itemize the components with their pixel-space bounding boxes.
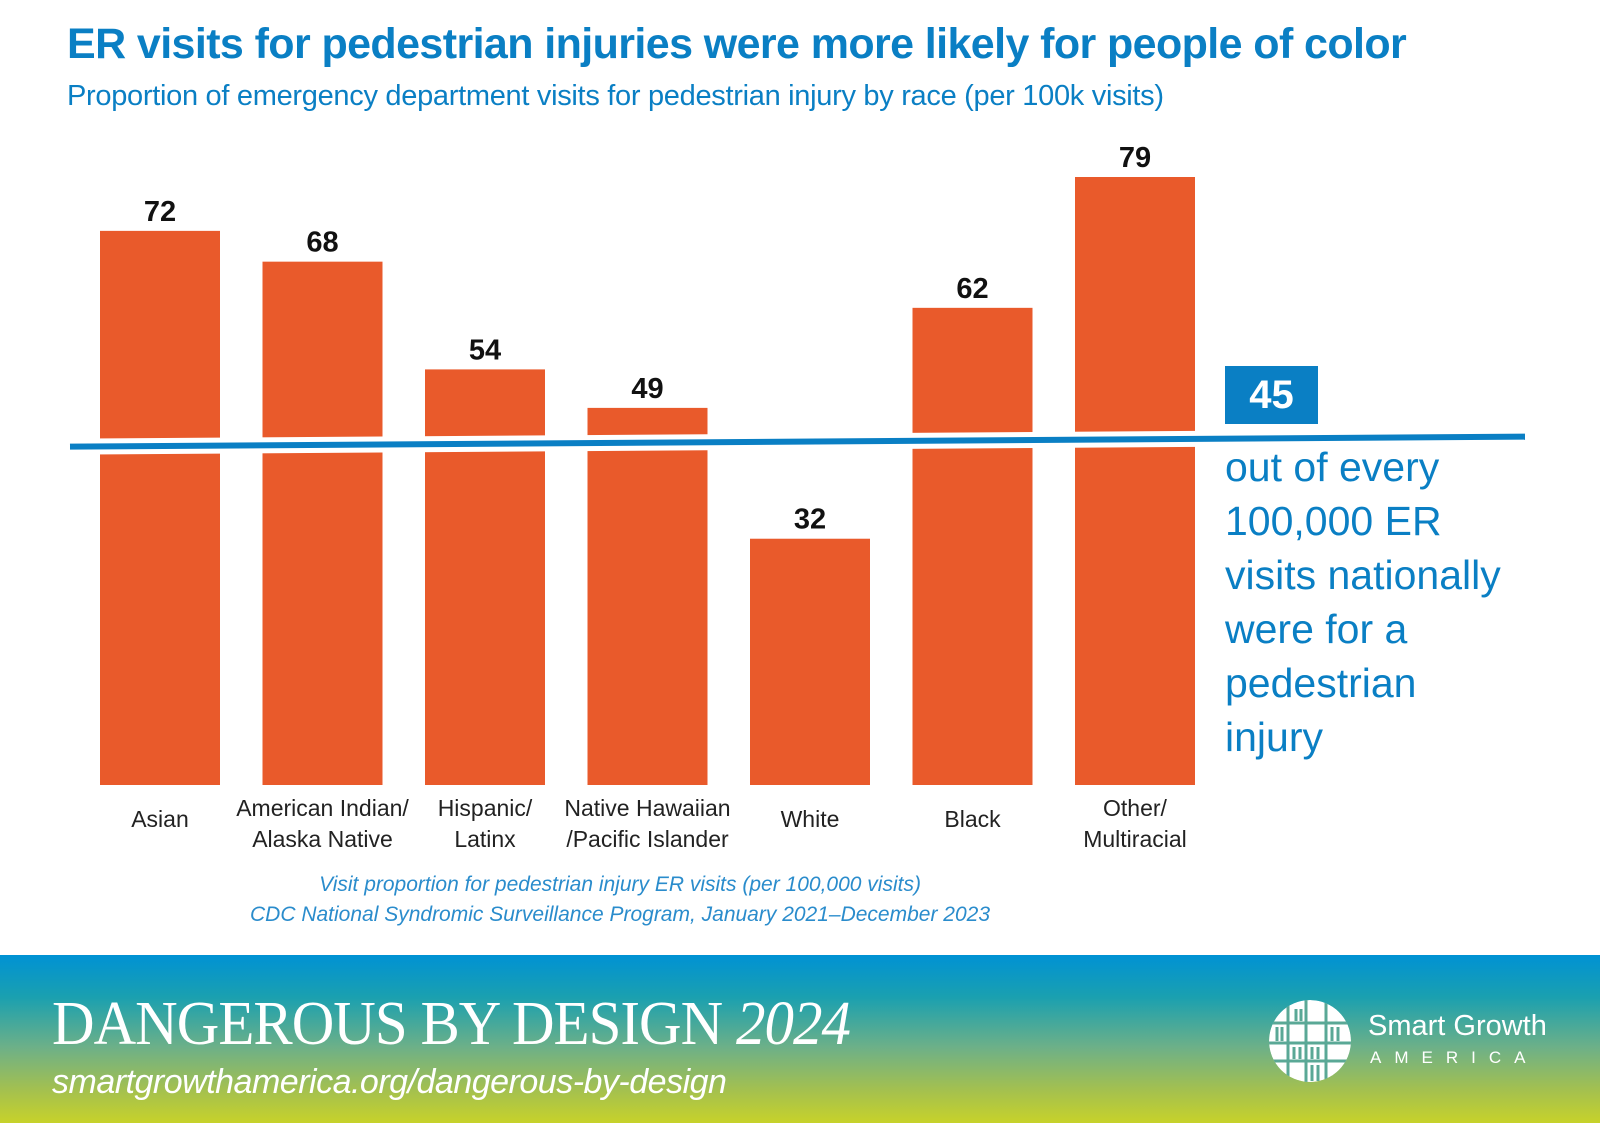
- category-label: American Indian/Alaska Native: [236, 795, 409, 852]
- national-average-annotation: out of every 100,000 ER visits nationall…: [1225, 440, 1600, 764]
- bar-2: [425, 369, 545, 785]
- chart-source-note: Visit proportion for pedestrian injury E…: [0, 870, 1240, 930]
- value-label: 49: [631, 373, 663, 405]
- report-title-main: DANGEROUS BY DESIGN: [52, 990, 723, 1058]
- logo-subtitle: AMERICA: [1370, 1048, 1539, 1067]
- annotation-line: pedestrian: [1225, 660, 1417, 706]
- category-label: Asian: [131, 806, 189, 832]
- value-label: 32: [794, 504, 826, 536]
- category-label: Native Hawaiian/Pacific Islander: [564, 795, 730, 852]
- report-url-link[interactable]: smartgrowthamerica.org/dangerous-by-desi…: [52, 1063, 727, 1101]
- source-line-1: Visit proportion for pedestrian injury E…: [319, 873, 921, 896]
- smart-growth-america-logo-icon: [1269, 1000, 1351, 1082]
- report-title-year: 2024: [736, 990, 851, 1058]
- annotation-line: 100,000 ER: [1225, 498, 1442, 544]
- bar-6: [1075, 177, 1195, 785]
- chart-title: ER visits for pedestrian injuries were m…: [67, 20, 1407, 68]
- value-label: 72: [144, 196, 176, 228]
- national-average-line: [69, 433, 1526, 450]
- bar-4: [750, 538, 870, 785]
- bars-group: 72 68 54 49 32 62 79: [100, 142, 1195, 786]
- bar-chart: 72 68 54 49 32 62 79 Asian American Indian/Alas…: [69, 142, 1526, 852]
- category-label: Hispanic/Latinx: [438, 795, 533, 852]
- category-label: Black: [944, 806, 1001, 832]
- bar-5: [912, 307, 1033, 785]
- source-line-2: CDC National Syndromic Surveillance Prog…: [249, 903, 991, 926]
- national-average-badge: 45: [1225, 366, 1318, 424]
- value-label: 79: [1119, 142, 1151, 174]
- value-label: 54: [469, 334, 501, 366]
- category-labels-group: Asian American Indian/Alaska Native Hispan…: [131, 795, 1187, 852]
- value-label: 62: [956, 273, 988, 305]
- bar-3: [587, 407, 708, 785]
- logo-name: Smart Growth: [1368, 1010, 1547, 1042]
- report-title: DANGEROUS BY DESIGN 2024: [52, 989, 851, 1060]
- annotation-line: were for a: [1225, 606, 1408, 652]
- category-label: Other/Multiracial: [1083, 795, 1187, 852]
- bar-0: [100, 230, 220, 785]
- footer-banner: DANGEROUS BY DESIGN 2024 smartgrowthamer…: [0, 955, 1600, 1123]
- annotation-line: visits nationally: [1225, 552, 1501, 598]
- annotation-line: out of every: [1225, 444, 1440, 490]
- chart-subtitle: Proportion of emergency department visit…: [67, 80, 1164, 112]
- bar-1: [262, 261, 383, 786]
- annotation-line: injury: [1225, 714, 1323, 760]
- category-label: White: [781, 806, 840, 832]
- value-label: 68: [306, 227, 338, 259]
